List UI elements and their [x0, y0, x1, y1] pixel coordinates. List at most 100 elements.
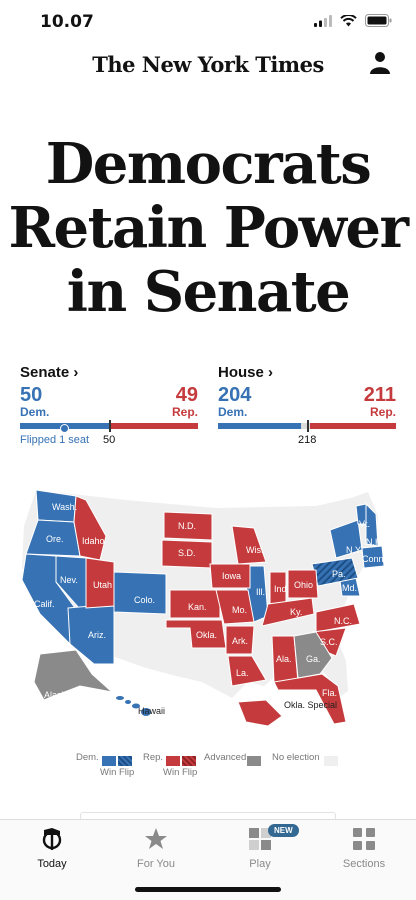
state-nd[interactable] [163, 511, 213, 541]
new-badge: NEW [268, 824, 299, 837]
senate-rep-seats: 49 [175, 384, 198, 406]
battery-icon [365, 14, 392, 27]
house-results[interactable]: House › 204 Dem. 211 Rep. 218 [218, 364, 396, 448]
rep-bar-segment [111, 423, 198, 429]
state-fla[interactable] [273, 673, 347, 725]
map-label: Okla. Special [284, 700, 337, 710]
uncalled-bar-segment [301, 423, 310, 429]
house-title-link[interactable]: House › [218, 364, 274, 381]
senate-title-link[interactable]: Senate › [20, 364, 79, 381]
map-label: Mo. [232, 605, 247, 615]
tab-label: Sections [342, 858, 386, 870]
map-label: Hawaii [138, 706, 165, 716]
tab-today[interactable]: Today [0, 826, 104, 870]
home-indicator [135, 887, 281, 892]
map-label: Ohio [294, 580, 313, 590]
state-nc[interactable] [315, 603, 361, 633]
house-rep-label: Rep. [369, 405, 396, 419]
senate-dem-label: Dem. [20, 405, 50, 419]
rep-bar-segment [310, 423, 396, 429]
map-label: Ariz. [88, 630, 106, 640]
house-majority-label: 218 [298, 434, 317, 446]
map-label: Md. [342, 583, 357, 593]
state-mo[interactable] [215, 589, 255, 625]
star-icon [145, 828, 167, 849]
state-okla-special[interactable] [237, 699, 283, 727]
legend-dem-swatch [102, 756, 116, 766]
masthead: The New York Times [0, 44, 416, 84]
headline-line: Retain Power [8, 195, 409, 261]
map-label: Alaska [44, 690, 71, 700]
legend-rep-label: Rep. [143, 752, 164, 763]
nyt-logo[interactable]: The New York Times [92, 52, 324, 77]
next-card-edge [80, 812, 336, 820]
dem-bar-segment [218, 423, 301, 429]
legend-rep-swatch [166, 756, 180, 766]
state-ky[interactable] [261, 597, 315, 627]
legend-dem-label: Dem. [76, 752, 99, 763]
map-label: N.D. [178, 521, 196, 531]
headline-line: Democrats [45, 131, 372, 197]
map-label: La. [236, 668, 249, 678]
map-label: Pa. [332, 569, 346, 579]
legend-dem-flip-label: Win Flip [100, 767, 135, 778]
map-label: Okla. [196, 630, 217, 640]
state-colo[interactable] [113, 571, 167, 615]
map-label: Iowa [222, 571, 241, 581]
account-icon[interactable] [368, 50, 392, 74]
map-label: Ga. [306, 654, 321, 664]
legend-advanced-swatch [247, 756, 261, 766]
map-label: Ala. [276, 654, 292, 664]
state-iowa[interactable] [209, 563, 251, 589]
wifi-icon [340, 14, 357, 26]
legend-rep-flip-swatch [182, 756, 196, 766]
tab-label: Play [249, 858, 271, 870]
map-label: Fla. [322, 688, 337, 698]
senate-rep-label: Rep. [171, 405, 198, 419]
headline-line: in Senate [66, 259, 351, 325]
sections-grid-icon [353, 828, 375, 850]
map-label: Wash. [52, 502, 77, 512]
state-ga[interactable] [293, 631, 333, 679]
map-label: Kan. [188, 602, 207, 612]
legend-no-election-label: No election [272, 752, 320, 763]
status-time: 10.07 [40, 12, 94, 32]
map-label: Ind. [274, 584, 289, 594]
map-label: Ky. [290, 607, 302, 617]
map-label: N.H. [366, 537, 384, 547]
tab-for-you[interactable]: For You [104, 826, 208, 870]
state-kan[interactable] [169, 589, 221, 619]
map-label: Ark. [232, 636, 248, 646]
house-dem-label: Dem. [218, 405, 248, 419]
map-label: Utah [93, 580, 112, 590]
state-conn[interactable] [361, 545, 385, 569]
senate-dem-seats: 50 [20, 384, 43, 406]
map-label: Ill. [256, 587, 265, 597]
senate-map[interactable]: Wash. Ore. Idaho Nev. Calif. Utah Ariz. … [16, 486, 394, 730]
state-alaska[interactable] [33, 649, 114, 701]
tab-label: For You [137, 858, 175, 870]
map-label: N.Y. [346, 545, 362, 555]
map-label: Wis. [246, 545, 264, 555]
senate-seat-bar [20, 420, 198, 432]
state-la[interactable] [227, 655, 267, 687]
map-label: Ore. [46, 534, 64, 544]
map-label: Calif. [34, 599, 55, 609]
map-label: N.C. [334, 616, 352, 626]
tab-sections[interactable]: Sections [312, 826, 416, 870]
status-bar: 10.07 [0, 0, 416, 44]
state-okla[interactable] [165, 619, 227, 649]
house-dem-seats: 204 [218, 384, 252, 406]
house-rep-seats: 211 [363, 384, 396, 406]
headline[interactable]: Democrats Retain Power in Senate [0, 132, 416, 324]
state-ark[interactable] [225, 625, 255, 655]
map-label: Colo. [134, 595, 155, 605]
state-utah[interactable] [85, 557, 115, 609]
state-wis[interactable] [231, 525, 267, 565]
state-ohio[interactable] [287, 569, 319, 599]
majority-marker [307, 420, 309, 432]
senate-results[interactable]: Senate › 50 Dem. 49 Rep. Flipped 1 seat … [20, 364, 198, 448]
legend-advanced-label: Advanced [204, 752, 247, 763]
tab-play[interactable]: NEW Play [208, 824, 312, 870]
state-hawaii[interactable] [116, 696, 151, 716]
